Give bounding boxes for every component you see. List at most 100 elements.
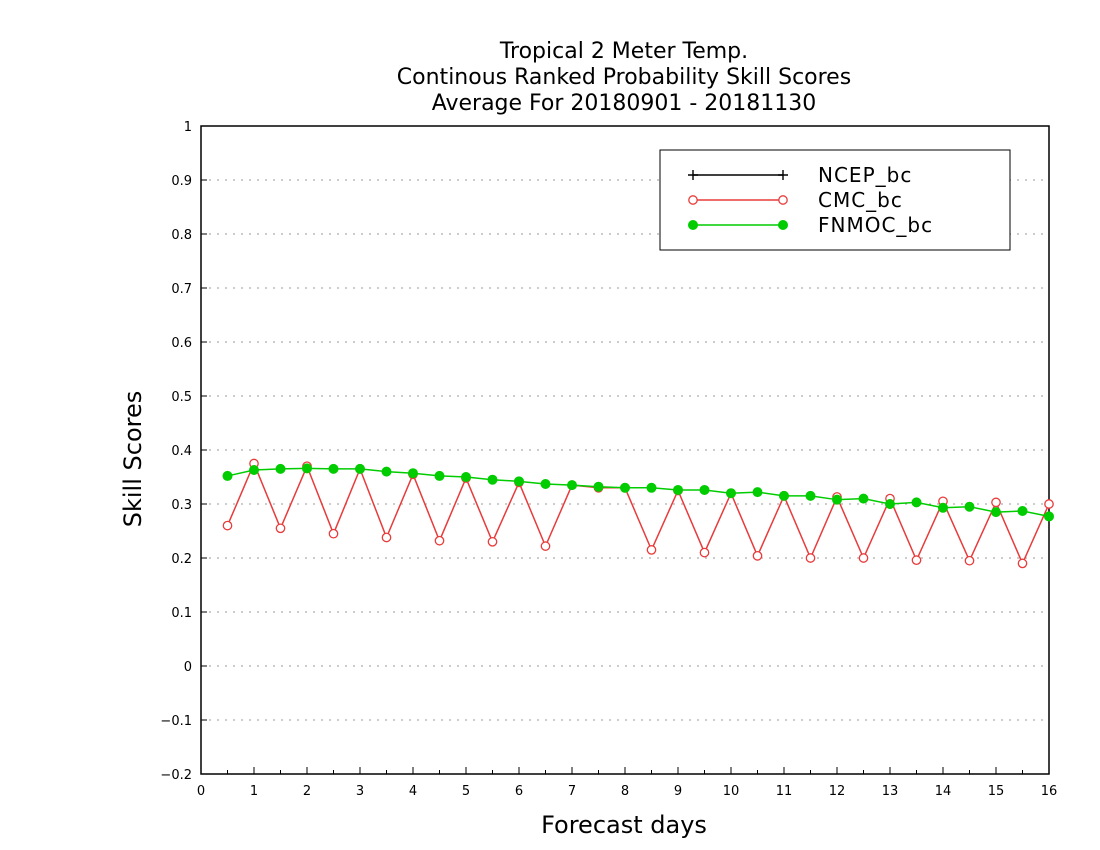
x-tick-label: 14 [935,784,952,799]
data-point-cmc-bc [540,541,551,551]
data-point-fnmoc-bc [858,493,869,504]
data-point-cmc-bc [487,536,498,547]
chart-title: Tropical 2 Meter Temp. Continous Ranked … [397,39,851,116]
legend-marker [778,170,788,180]
legend-marker [688,195,698,205]
data-point-fnmoc-bc [991,507,1001,518]
y-tick-label: 0 [184,660,192,675]
data-point-cmc-bc [646,545,657,555]
data-point-cmc-bc [805,553,816,563]
title-line-2: Continous Ranked Probability Skill Score… [397,65,851,90]
data-point-fnmoc-bc [1044,511,1054,522]
data-point-fnmoc-bc [461,472,471,482]
legend-marker [688,220,698,230]
series-cmc-bc [222,458,1054,569]
x-tick-label: 6 [515,784,523,799]
x-tick-label: 8 [621,784,629,799]
y-tick-label: −0.1 [160,714,192,729]
y-tick-label: 0.9 [171,174,192,189]
grid-lines [201,179,1049,721]
x-tick-label: 7 [568,784,576,799]
data-point-fnmoc-bc [302,463,312,474]
data-point-fnmoc-bc [646,482,657,493]
data-point-fnmoc-bc [249,464,259,475]
data-point-cmc-bc [222,520,233,531]
data-point-cmc-bc [275,523,286,534]
y-tick-label: 1 [184,120,192,135]
data-point-fnmoc-bc [1017,506,1028,517]
data-point-fnmoc-bc [567,480,577,491]
data-point-cmc-bc [1017,558,1028,569]
data-point-cmc-bc [328,528,339,539]
y-tick-label: 0.2 [171,552,192,567]
x-axis-title: Forecast days [541,811,707,839]
legend-item-cmc-bc: CMC_bc [688,188,902,212]
x-tick-label: 9 [674,784,682,799]
x-tick-label: 2 [303,784,311,799]
title-line-3: Average For 20180901 - 20181130 [432,91,817,116]
data-point-fnmoc-bc [885,499,895,509]
x-tick-label: 11 [776,784,793,799]
data-point-cmc-bc [381,532,392,543]
data-point-fnmoc-bc [540,479,551,490]
x-tick-label: 16 [1041,784,1058,799]
x-tick-label: 1 [250,784,258,799]
data-point-fnmoc-bc [779,490,789,501]
legend-marker [778,220,788,230]
legend-item-fnmoc-bc: FNMOC_bc [688,213,933,237]
legend-label: NCEP_bc [818,163,912,187]
y-tick-label: 0.5 [171,390,192,405]
series-line-cmc-bc [226,461,1050,566]
data-point-cmc-bc [1044,499,1054,509]
data-point-fnmoc-bc [832,494,842,505]
series-fnmoc-bc [222,463,1054,522]
data-point-fnmoc-bc [275,463,286,474]
x-axis: 0 1 2 3 4 5 6 7 8 9 10 11 12 13 14 15 16 [197,767,1057,799]
x-tick-label: 10 [723,784,740,799]
y-axis-title: Skill Scores [119,391,147,528]
data-point-fnmoc-bc [673,484,683,495]
x-tick-label: 15 [988,784,1005,799]
data-point-fnmoc-bc [726,488,736,499]
data-point-cmc-bc [858,553,869,563]
data-point-fnmoc-bc [593,481,604,492]
x-tick-label: 13 [882,784,899,799]
data-point-fnmoc-bc [805,490,816,501]
legend-item-ncep-bc: NCEP_bc [688,163,912,187]
data-point-cmc-bc [752,550,763,561]
data-point-fnmoc-bc [752,487,763,498]
data-point-cmc-bc [699,547,710,558]
data-point-cmc-bc [991,497,1001,508]
data-point-fnmoc-bc [434,470,445,481]
x-tick-label: 4 [409,784,417,799]
series-layer [222,458,1054,569]
title-line-1: Tropical 2 Meter Temp. [499,39,748,64]
y-tick-label: 0.1 [171,606,192,621]
data-point-fnmoc-bc [514,476,524,487]
legend-marker [688,170,698,180]
data-point-cmc-bc [964,555,975,566]
x-tick-label: 3 [356,784,364,799]
data-point-fnmoc-bc [699,484,710,495]
x-tick-label: 12 [829,784,846,799]
data-point-cmc-bc [434,535,445,546]
y-tick-label: 0.4 [171,444,192,459]
data-point-fnmoc-bc [355,463,365,474]
data-point-fnmoc-bc [328,463,339,474]
data-point-fnmoc-bc [222,470,233,481]
data-point-fnmoc-bc [620,482,630,493]
data-point-fnmoc-bc [381,466,392,477]
y-axis: −0.2 −0.1 0 0.1 0.2 0.3 0.4 0.5 0.6 0.7 0.8 0.9 1 [160,120,207,783]
y-tick-label: 0.8 [171,228,192,243]
data-point-fnmoc-bc [964,501,975,512]
y-tick-label: 0.3 [171,498,192,513]
y-tick-label: −0.2 [160,768,192,783]
legend-label: FNMOC_bc [818,213,933,237]
y-tick-label: 0.7 [171,282,192,297]
legend-marker [778,195,788,205]
y-tick-label: 0.6 [171,336,192,351]
x-tick-label: 5 [462,784,470,799]
data-point-fnmoc-bc [938,502,948,513]
